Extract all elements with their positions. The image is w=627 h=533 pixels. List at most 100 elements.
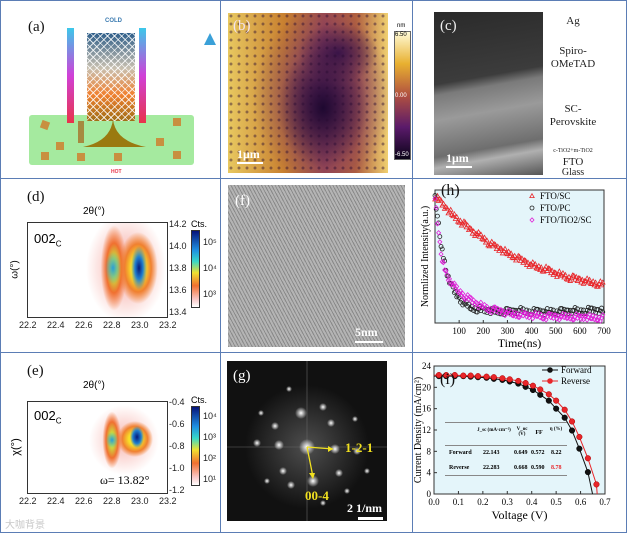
data-point [488,238,495,244]
data-point [555,270,562,277]
cell-ff: 0.590 [531,465,545,471]
data-point [596,280,603,286]
data-point [534,265,541,271]
data-point [493,245,500,252]
data-point [506,307,512,313]
data-point [561,274,568,280]
data-point [591,282,598,288]
layer-stack: Ag Spiro-OMeTAD SC-Perovskite c-TiO2+m-T… [543,12,603,178]
data-point [568,275,575,281]
data-point [532,260,539,266]
cell-eta: 8.78 [551,465,562,471]
data-point [444,205,450,211]
data-point [543,263,549,269]
growth-cone [39,33,216,161]
spot-label-1-2-1: 1-2-1 [345,440,374,455]
data-point [522,257,529,263]
data-point [583,313,589,319]
cell-ff: 0.572 [531,450,545,456]
data-point [549,267,555,273]
x-tick-label: 0.4 [526,497,538,507]
data-point [445,277,451,283]
data-point [584,275,590,281]
data-point [551,312,558,318]
data-point [498,245,505,251]
data-point [508,308,514,315]
data-point [450,282,456,288]
data-point [553,405,560,412]
panel-label: (c) [440,18,457,34]
data-point [564,276,571,282]
data-point [537,386,544,393]
data-point [495,305,501,312]
data-point [537,266,543,273]
row-name: Forward [449,450,472,456]
performance-table: J_sc (mA·cm⁻²) V_oc (V) FF η (%) Forward… [445,422,567,476]
data-point [538,311,544,318]
data-point [545,310,552,317]
x-tick-label: 700 [597,326,611,336]
data-point [570,272,577,278]
data-point [487,305,494,312]
data-point [584,455,591,462]
data-point [462,219,469,225]
data-point [502,245,508,251]
data-point [517,257,524,263]
data-point [457,217,464,223]
panel-label: (e) [27,363,44,379]
data-point [536,310,542,317]
data-point [537,391,544,398]
data-point [454,283,460,290]
legend-marker [529,217,535,223]
data-point [561,406,568,413]
data-point [481,234,488,240]
data-point [435,213,440,219]
data-point [562,271,569,277]
data-point [451,290,457,295]
data-point [584,469,591,476]
x-tick-label: 0.1 [453,497,464,507]
colorbar-title: Cts. [191,219,208,229]
panel-e-rsm: (e) 2θ(°) χ(°) 002C ω= 13.82° -0.4 -0.6 -0… [1,353,220,533]
rsm-map: 002C ω= 13.82° [27,401,168,494]
x-tick-label: 300 [501,326,515,336]
data-point [521,310,527,316]
trpl-chart: 100 200 300 400 500 600 700 Time(ns) Normlized I… [420,189,611,350]
data-point [528,261,535,267]
legend-marker [529,192,535,198]
data-point [576,312,582,319]
data-point [497,245,504,251]
data-point [506,376,513,383]
data-point [576,275,583,281]
data-point [516,253,523,259]
data-point [501,308,507,315]
x-tick-label: 100 [452,326,466,336]
data-point [439,246,445,252]
data-point [479,235,485,241]
data-point [535,262,542,268]
y-tick-label: 16 [422,404,432,414]
data-point [491,304,497,310]
data-point [497,307,503,313]
data-point [504,250,511,257]
data-point [597,278,604,284]
data-point [451,280,457,287]
right-electrode [139,28,146,123]
scale-bar [358,517,383,520]
data-point [546,265,553,271]
data-point [556,268,563,274]
data-point [498,307,504,313]
data-point [434,220,440,227]
data-point [432,195,438,202]
data-point [582,313,588,319]
data-point [444,271,450,278]
data-point [508,250,514,256]
data-point [545,265,552,271]
data-point [568,427,576,434]
data-point [590,278,597,284]
layer-glass: Glass [561,166,585,178]
data-point [589,280,595,286]
divider [0,178,627,179]
x-tick-label: 500 [549,326,563,336]
data-point [506,252,513,258]
